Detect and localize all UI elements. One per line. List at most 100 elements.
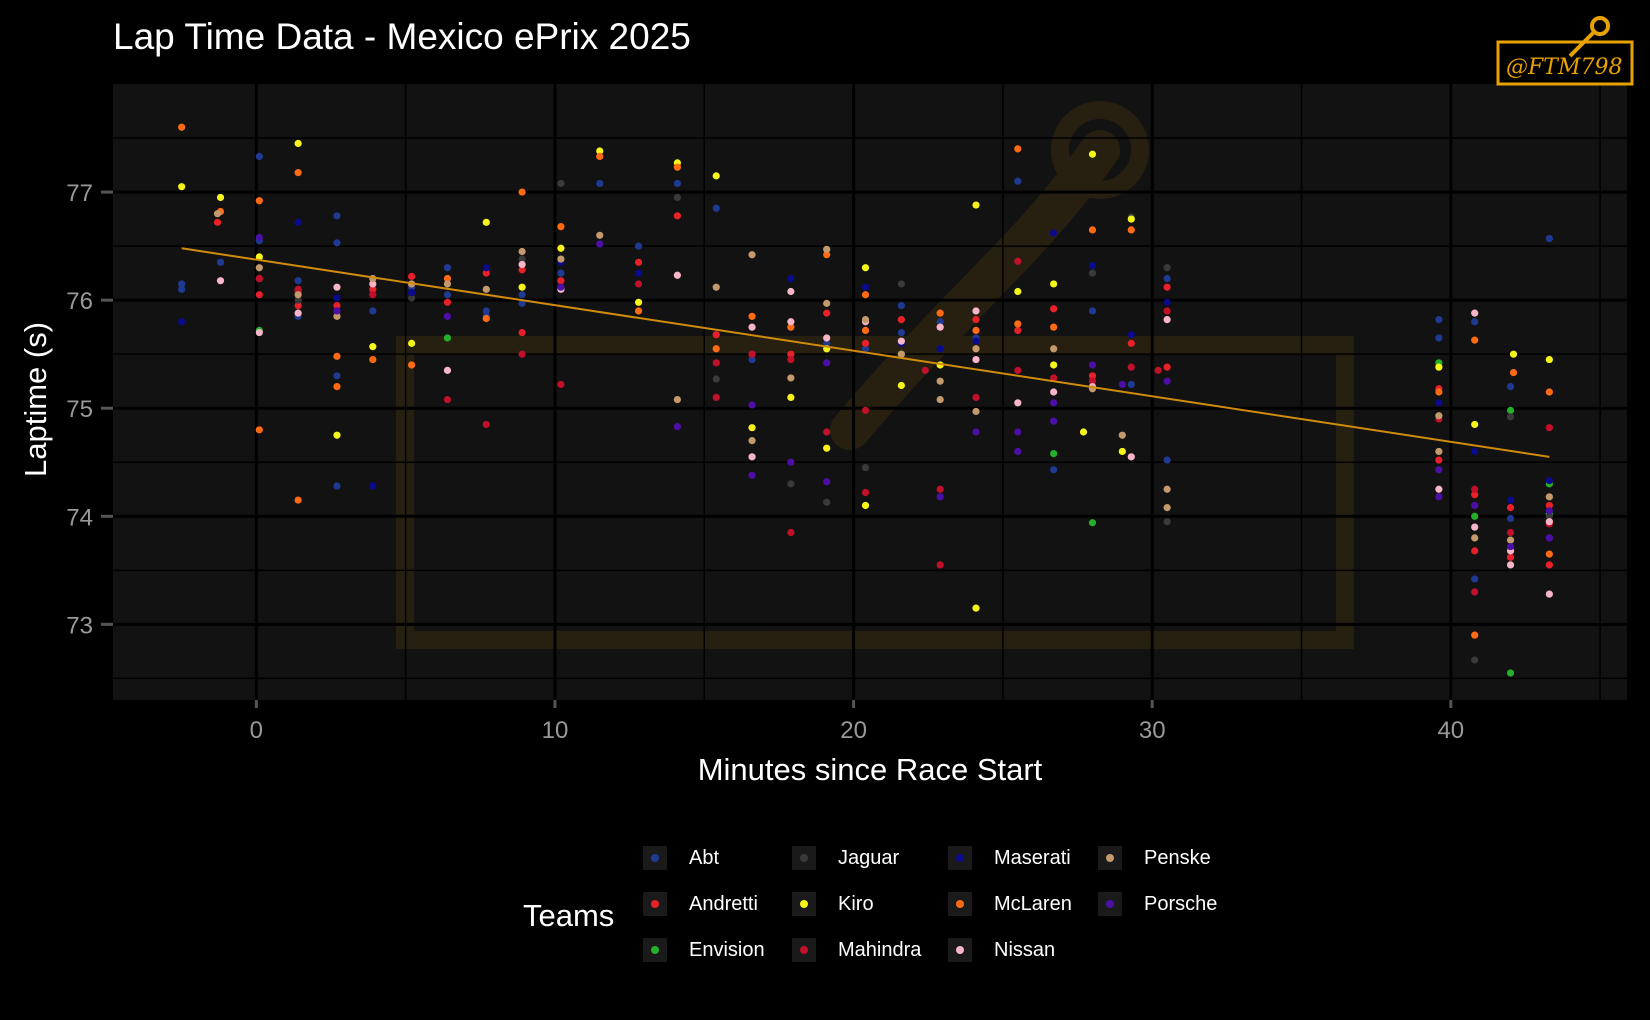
point-mclaren [936,309,944,317]
point-abt [936,318,944,326]
point-abt [1050,466,1058,474]
point-kiro [634,298,643,306]
point-nissan [673,271,681,279]
point-penske [557,255,565,263]
point-penske [213,210,222,218]
point-abt [1545,234,1553,243]
point-andretti [634,258,643,266]
point-penske [596,231,604,239]
point-penske [823,245,831,253]
point-andretti [1163,363,1171,371]
point-maserati [861,283,870,291]
point-mclaren [634,307,643,315]
legend-key [1098,892,1122,916]
point-maserati [1545,477,1553,485]
point-mclaren [1014,145,1022,153]
point-maserati [1163,298,1171,306]
x-tick-label: 0 [250,717,263,744]
point-jaguar [294,296,302,304]
point-penske [294,291,302,299]
x-axis-label: Minutes since Race Start [697,752,1043,787]
point-mahindra [1050,374,1058,382]
legend-swatch [956,854,964,862]
y-tick-label: 76 [66,288,93,315]
point-porsche [1014,428,1022,436]
point-penske [1163,485,1171,493]
point-nissan [216,277,225,285]
point-abt [333,372,341,380]
point-kiro [897,381,905,390]
point-mahindra [443,395,452,404]
point-mahindra [1127,363,1135,371]
point-penske [936,395,944,404]
point-porsche [333,307,341,315]
trend-line [181,247,1550,458]
point-penske [823,299,831,307]
point-andretti [787,350,795,358]
legend-key [643,846,667,870]
point-penske [972,345,980,353]
point-mclaren [861,326,870,334]
point-porsche [787,458,795,466]
point-kiro [557,244,565,252]
legend-label: Penske [1144,847,1211,869]
point-andretti [1163,283,1171,291]
point-mahindra [1014,257,1022,265]
point-penske [972,407,980,416]
point-abt [748,355,756,364]
point-andretti [1088,372,1097,380]
point-abt [1471,318,1479,326]
point-abt [294,277,302,285]
point-kiro [787,393,795,402]
point-mclaren [369,355,377,364]
point-andretti [518,328,526,337]
point-abt [333,212,341,220]
point-nissan [294,309,302,317]
point-mahindra [518,350,526,358]
point-kiro [255,253,263,261]
legend-swatch [800,900,808,908]
point-andretti [333,301,341,310]
point-porsche [673,422,681,431]
point-jaguar [518,255,526,263]
point-kiro [333,431,341,439]
point-nissan [787,318,795,326]
point-penske [482,285,490,293]
point-abt [255,152,263,161]
point-mahindra [861,488,870,497]
legend-label: Kiro [838,893,874,915]
point-porsche [972,428,980,436]
point-penske [1471,534,1479,542]
point-maserati [1127,331,1135,339]
point-abt [673,179,681,188]
major-gridlines [113,84,1627,700]
point-andretti [897,315,905,324]
point-kiro [518,283,526,291]
point-maserati [972,337,980,345]
legend-key [643,892,667,916]
point-jaguar [1088,269,1097,277]
point-kiro [712,172,720,180]
point-nissan [1014,399,1022,407]
point-nissan [748,323,756,331]
point-kiro [748,424,756,432]
point-andretti [1506,504,1515,512]
legend-label: Porsche [1144,893,1218,915]
point-penske [255,264,263,272]
point-porsche [1088,361,1097,369]
legend-key [1098,846,1122,870]
point-mclaren [408,361,416,369]
point-nissan [1471,309,1479,317]
x-tick-label: 40 [1437,717,1464,744]
point-andretti [861,339,870,347]
point-jaguar [557,179,565,188]
ftm798-logo: @FTM798 [1496,16,1634,86]
point-mahindra [936,561,944,569]
point-porsche [1545,534,1553,542]
point-mahindra [823,428,831,436]
point-abt [861,345,870,353]
point-kiro [1118,447,1126,456]
legend-swatch [956,946,964,954]
point-penske [673,395,681,404]
point-mahindra [1471,588,1479,596]
